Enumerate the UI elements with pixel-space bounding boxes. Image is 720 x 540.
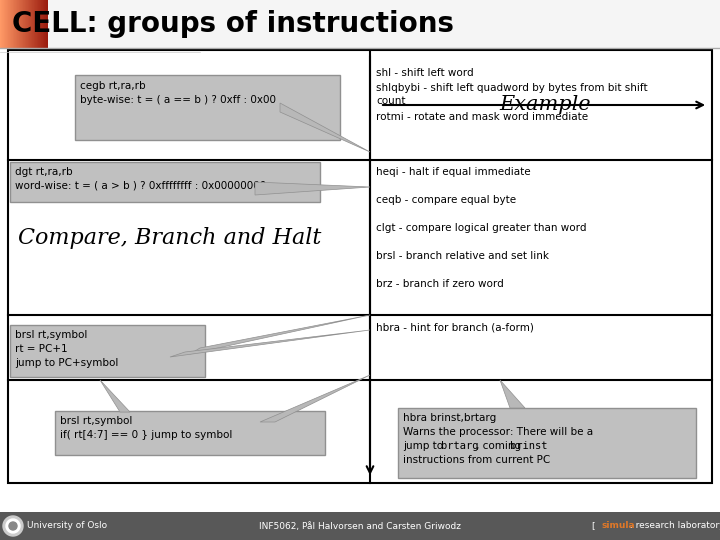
Text: brsl - branch relative and set link: brsl - branch relative and set link	[376, 251, 549, 261]
Polygon shape	[500, 380, 525, 408]
Text: count: count	[376, 96, 405, 106]
Text: shlqbybi - shift left quadword by bytes from bit shift: shlqbybi - shift left quadword by bytes …	[376, 83, 647, 93]
Text: INF5062, Pål Halvorsen and Carsten Griwodz: INF5062, Pål Halvorsen and Carsten Griwo…	[259, 522, 461, 530]
Text: dgt rt,ra,rb: dgt rt,ra,rb	[15, 167, 73, 177]
Text: brsl rt,symbol: brsl rt,symbol	[60, 416, 132, 426]
FancyBboxPatch shape	[75, 75, 340, 140]
Text: brtarg: brtarg	[441, 441, 479, 451]
Text: . research laboratory ]: . research laboratory ]	[627, 522, 720, 530]
Text: if( rt[4:7] == 0 } jump to symbol: if( rt[4:7] == 0 } jump to symbol	[60, 430, 233, 440]
FancyBboxPatch shape	[0, 0, 720, 48]
Text: brz - branch if zero word: brz - branch if zero word	[376, 279, 504, 289]
Text: Example: Example	[499, 96, 591, 114]
Text: University of Oslo: University of Oslo	[27, 522, 107, 530]
FancyBboxPatch shape	[55, 411, 325, 455]
FancyBboxPatch shape	[0, 512, 720, 540]
FancyBboxPatch shape	[398, 408, 696, 478]
Text: jump to: jump to	[403, 441, 446, 451]
Text: rt = PC+1: rt = PC+1	[15, 344, 68, 354]
Polygon shape	[100, 380, 130, 412]
Text: Warns the processor: There will be a: Warns the processor: There will be a	[403, 427, 593, 437]
Polygon shape	[190, 315, 370, 354]
Text: byte-wise: t = ( a == b ) ? 0xff : 0x00: byte-wise: t = ( a == b ) ? 0xff : 0x00	[80, 95, 276, 105]
Text: brsl rt,symbol: brsl rt,symbol	[15, 330, 87, 340]
Text: shl - shift left word: shl - shift left word	[376, 68, 474, 78]
Polygon shape	[170, 330, 370, 357]
Text: instructions from current PC: instructions from current PC	[403, 455, 550, 465]
Text: brinst: brinst	[510, 441, 547, 451]
Circle shape	[6, 519, 20, 533]
Circle shape	[9, 522, 17, 530]
FancyBboxPatch shape	[8, 50, 712, 483]
Text: word-wise: t = ( a > b ) ? 0xffffffff : 0x00000000: word-wise: t = ( a > b ) ? 0xffffffff : …	[15, 181, 266, 191]
Text: [: [	[592, 522, 598, 530]
Polygon shape	[255, 182, 370, 195]
Text: hbra - hint for branch (a-form): hbra - hint for branch (a-form)	[376, 322, 534, 332]
Text: hbra brinst,brtarg: hbra brinst,brtarg	[403, 413, 496, 423]
Text: heqi - halt if equal immediate: heqi - halt if equal immediate	[376, 167, 531, 177]
Text: simula: simula	[601, 522, 634, 530]
Text: rotmi - rotate and mask word immediate: rotmi - rotate and mask word immediate	[376, 112, 588, 122]
Polygon shape	[260, 375, 370, 422]
Text: cegb rt,ra,rb: cegb rt,ra,rb	[80, 81, 145, 91]
FancyBboxPatch shape	[10, 162, 320, 202]
Text: jump to PC+symbol: jump to PC+symbol	[15, 358, 118, 368]
Polygon shape	[280, 103, 370, 152]
Text: clgt - compare logical greater than word: clgt - compare logical greater than word	[376, 223, 587, 233]
Text: , coming: , coming	[476, 441, 524, 451]
FancyBboxPatch shape	[10, 325, 205, 377]
Text: CELL: groups of instructions: CELL: groups of instructions	[12, 10, 454, 38]
Text: ceqb - compare equal byte: ceqb - compare equal byte	[376, 195, 516, 205]
Text: Compare, Branch and Halt: Compare, Branch and Halt	[18, 227, 321, 249]
Circle shape	[3, 516, 23, 536]
